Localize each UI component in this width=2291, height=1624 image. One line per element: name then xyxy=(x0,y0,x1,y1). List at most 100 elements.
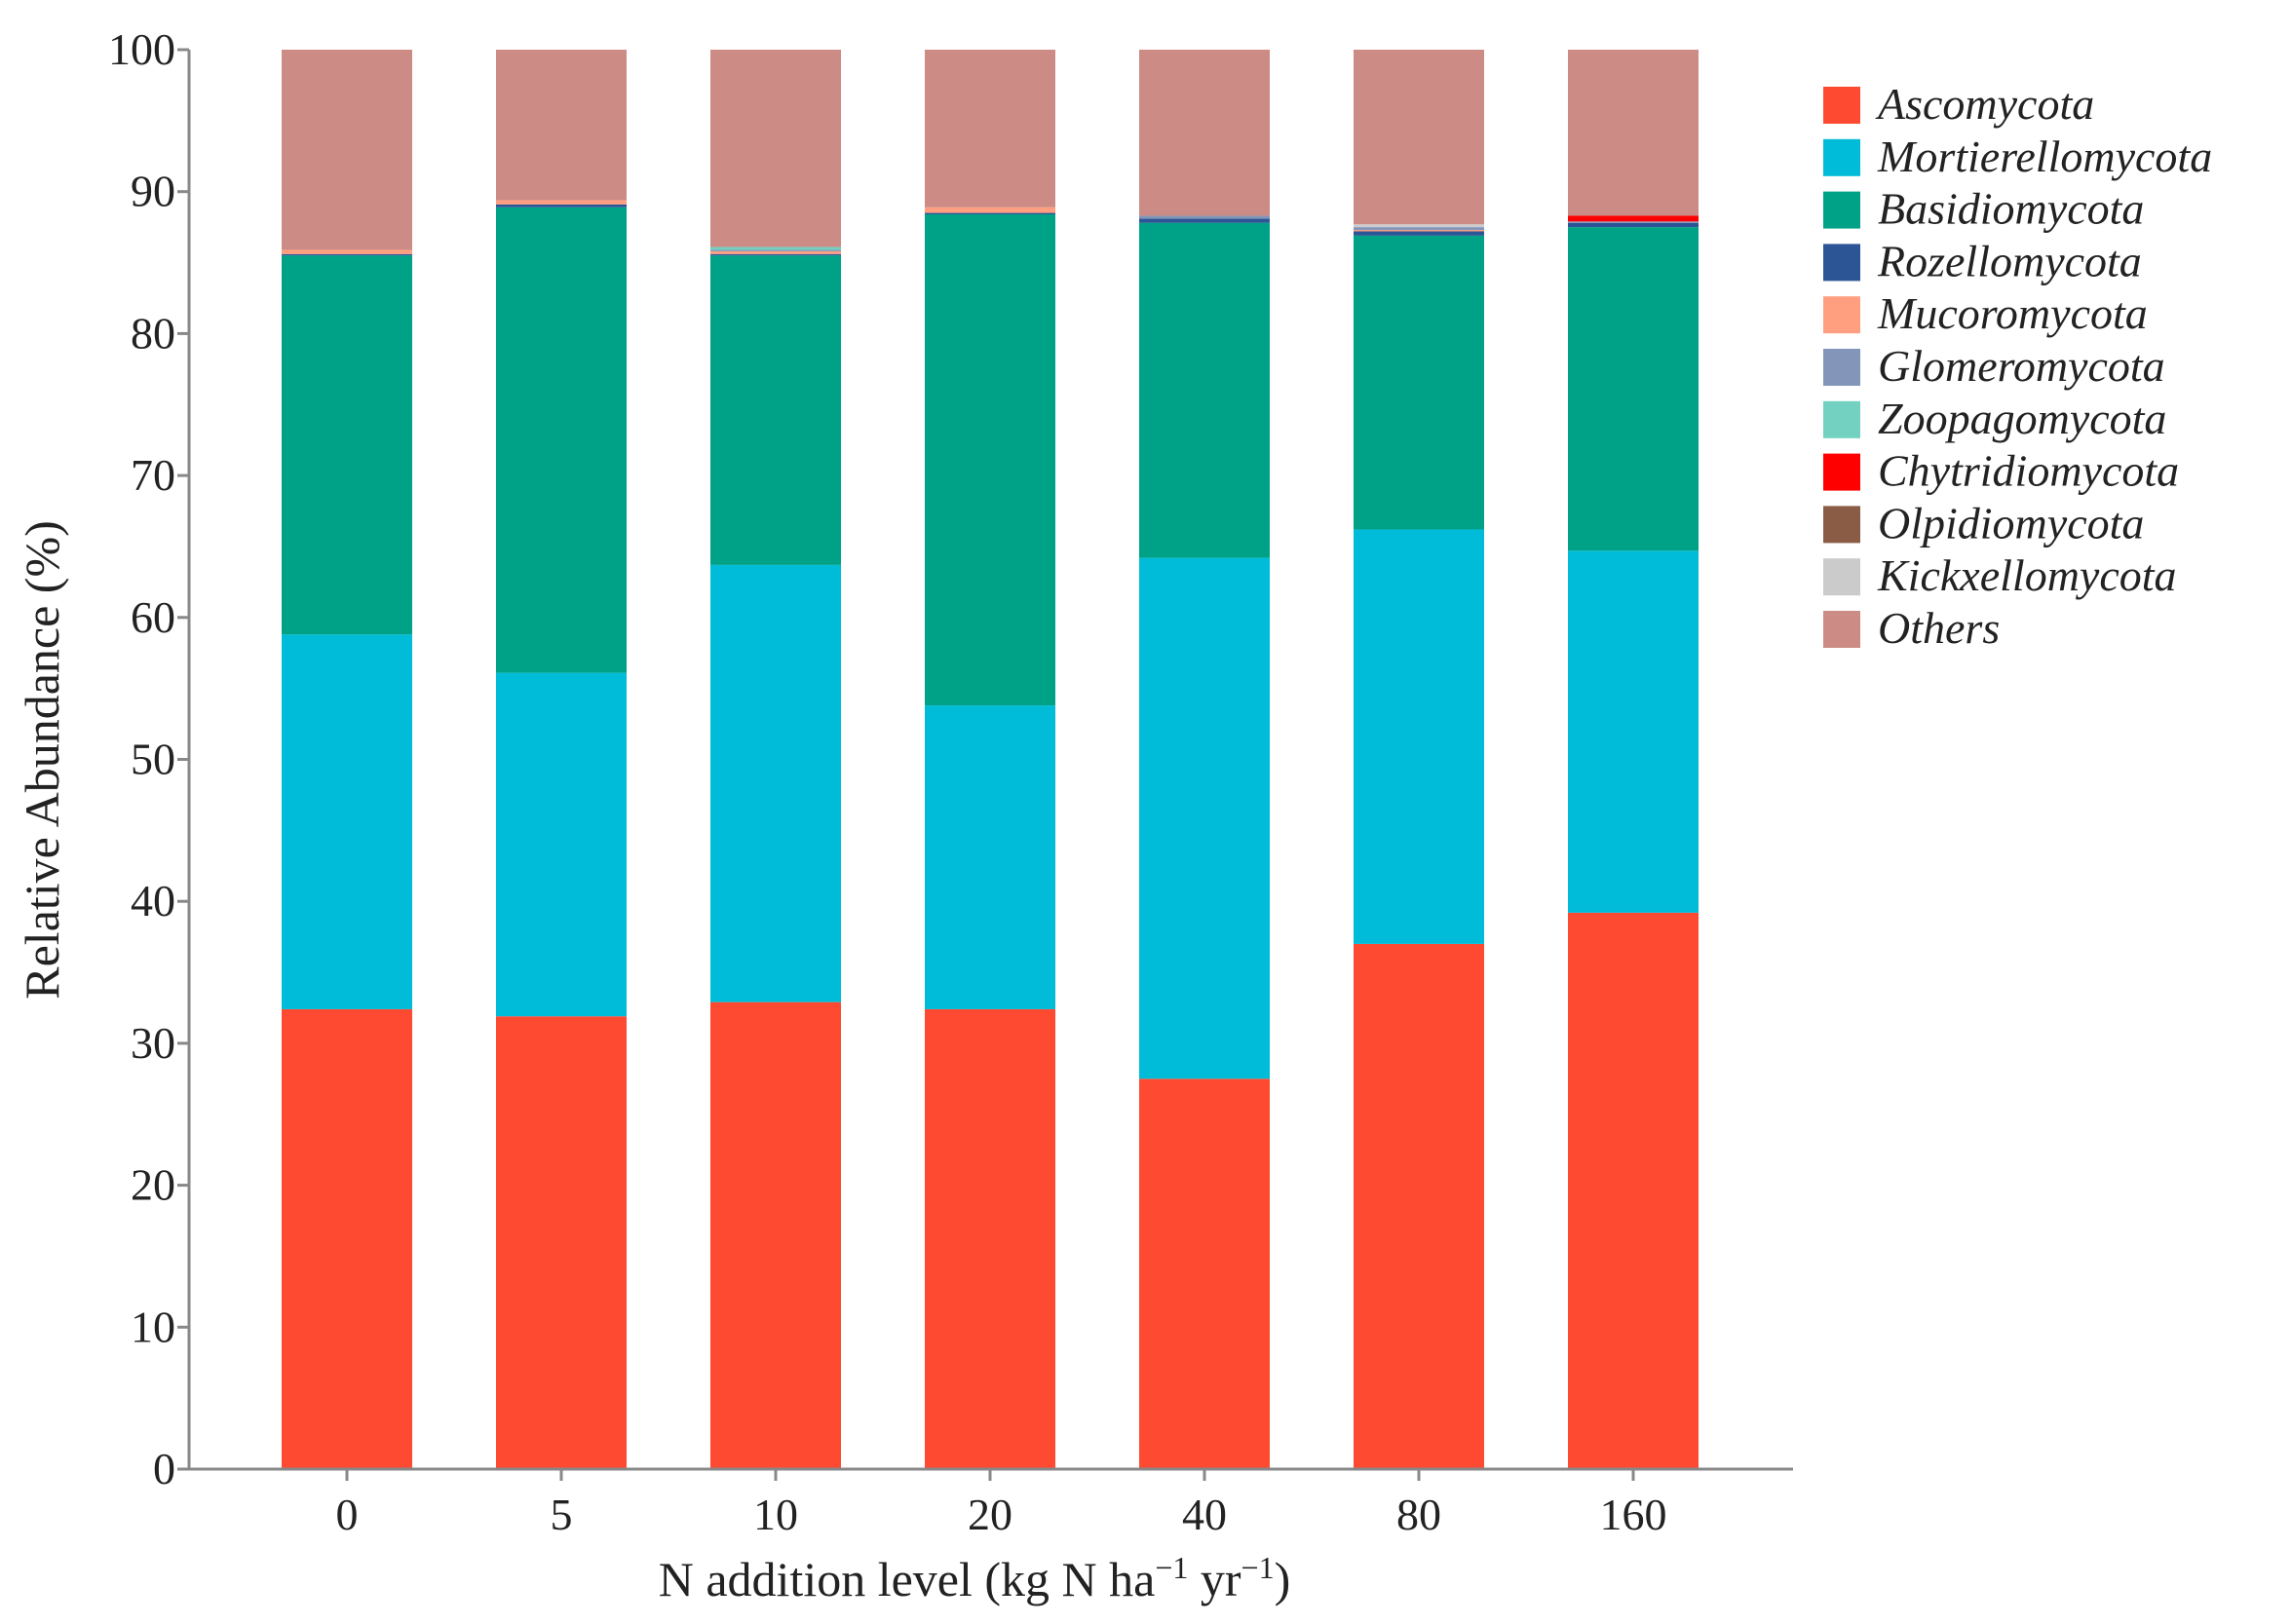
bar-basidiomycota-5 xyxy=(496,207,627,673)
legend-item-rozellomycota: Rozellomycota xyxy=(1823,236,2142,285)
y-tick-label-70: 70 xyxy=(131,450,175,500)
bar-ascomycota-40 xyxy=(1139,1078,1270,1469)
legend-label-rozellomycota: Rozellomycota xyxy=(1877,236,2142,285)
y-axis-title: Relative Abundance (%) xyxy=(15,520,69,999)
bar-basidiomycota-0 xyxy=(282,255,412,635)
y-tick-label-10: 10 xyxy=(131,1302,175,1351)
bar-kickxellomycota-80 xyxy=(1354,224,1484,228)
legend-swatch-mucoromycota xyxy=(1823,296,1860,334)
legend-label-basidiomycota: Basidiomycota xyxy=(1878,184,2144,234)
bar-mortierellomycota-40 xyxy=(1139,557,1270,1079)
bar-mucoromycota-5 xyxy=(496,200,627,205)
legend-label-ascomycota: Ascomycota xyxy=(1875,79,2094,129)
y-tick-label-80: 80 xyxy=(131,308,175,358)
bar-mortierellomycota-20 xyxy=(925,705,1055,1009)
legend-label-chytridiomycota: Chytridiomycota xyxy=(1878,446,2179,496)
legend-item-mortierellomycota: Mortierellomycota xyxy=(1823,132,2212,181)
x-axis-title: N addition level (kg N ha−1 yr−1) xyxy=(659,1550,1291,1606)
legend-swatch-chytridiomycota xyxy=(1823,453,1860,491)
bar-stack-5 xyxy=(496,50,627,1469)
bar-stack-10 xyxy=(710,50,841,1469)
legend-label-olpidiomycota: Olpidiomycota xyxy=(1878,498,2144,548)
legend-item-others: Others xyxy=(1823,603,2000,653)
bar-others-5 xyxy=(496,50,627,201)
bar-ascomycota-80 xyxy=(1354,943,1484,1469)
bar-glomeromycota-40 xyxy=(1139,215,1270,219)
bar-zoopagomycota-10 xyxy=(710,246,841,250)
bar-mortierellomycota-10 xyxy=(710,564,841,1002)
bar-mucoromycota-0 xyxy=(282,249,412,254)
legend-label-others: Others xyxy=(1878,603,2000,653)
legend-item-chytridiomycota: Chytridiomycota xyxy=(1823,446,2179,496)
x-tick-label-0: 0 xyxy=(336,1490,359,1539)
x-axis-title-mid: yr xyxy=(1188,1552,1241,1606)
x-axis-title-sup1: −1 xyxy=(1155,1550,1188,1585)
x-tick-label-40: 40 xyxy=(1182,1490,1227,1539)
bar-basidiomycota-160 xyxy=(1568,227,1699,551)
bar-mucoromycota-80 xyxy=(1354,230,1484,232)
bar-others-10 xyxy=(710,50,841,247)
legend-label-mucoromycota: Mucoromycota xyxy=(1877,288,2148,338)
legend-item-mucoromycota: Mucoromycota xyxy=(1823,288,2148,338)
axes-layer: 0 10 20 30 40 50 60 70 80 90 100 0 5 10 20 40 80 160 xyxy=(108,24,1793,1539)
bar-basidiomycota-40 xyxy=(1139,222,1270,558)
legend-swatch-others xyxy=(1823,611,1860,648)
legend-swatch-glomeromycota xyxy=(1823,349,1860,386)
bar-ascomycota-20 xyxy=(925,1008,1055,1469)
x-tick-label-160: 160 xyxy=(1600,1490,1667,1539)
bar-ascomycota-160 xyxy=(1568,912,1699,1469)
legend-label-kickxellomycota: Kickxellomycota xyxy=(1877,550,2177,600)
x-axis-title-sup2: −1 xyxy=(1241,1550,1275,1585)
x-tick-label-20: 20 xyxy=(968,1490,1012,1539)
bar-stack-160 xyxy=(1568,50,1699,1469)
legend-item-basidiomycota: Basidiomycota xyxy=(1823,184,2144,234)
bar-others-160 xyxy=(1568,50,1699,216)
bar-rozellomycota-20 xyxy=(925,212,1055,215)
legend-swatch-olpidiomycota xyxy=(1823,506,1860,544)
x-axis-title-end: ) xyxy=(1275,1552,1291,1606)
bar-basidiomycota-10 xyxy=(710,255,841,565)
y-tick-label-20: 20 xyxy=(131,1160,175,1210)
bar-glomeromycota-160 xyxy=(1568,221,1699,223)
legend-swatch-zoopagomycota xyxy=(1823,400,1860,438)
bar-rozellomycota-160 xyxy=(1568,222,1699,228)
legend-swatch-kickxellomycota xyxy=(1823,558,1860,596)
x-axis-title-main: N addition level (kg N ha xyxy=(659,1552,1156,1606)
bar-rozellomycota-40 xyxy=(1139,218,1270,223)
y-tick-label-50: 50 xyxy=(131,735,175,784)
bar-ascomycota-10 xyxy=(710,1001,841,1469)
legend-swatch-ascomycota xyxy=(1823,87,1860,124)
bar-ascomycota-5 xyxy=(496,1016,627,1469)
y-tick-label-90: 90 xyxy=(131,167,175,216)
bar-glomeromycota-80 xyxy=(1354,227,1484,231)
bar-mortierellomycota-160 xyxy=(1568,550,1699,913)
bar-others-80 xyxy=(1354,50,1484,225)
x-tick-label-5: 5 xyxy=(551,1490,573,1539)
y-tick-label-60: 60 xyxy=(131,592,175,642)
legend-label-mortierellomycota: Mortierellomycota xyxy=(1877,132,2212,181)
legend-item-olpidiomycota: Olpidiomycota xyxy=(1823,498,2144,548)
bar-chytridiomycota-160 xyxy=(1568,215,1699,222)
legend-swatch-basidiomycota xyxy=(1823,191,1860,229)
bar-mortierellomycota-80 xyxy=(1354,529,1484,944)
legend: AscomycotaMortierellomycotaBasidiomycota… xyxy=(1823,79,2212,653)
bars-layer xyxy=(282,50,1699,1469)
bar-stack-0 xyxy=(282,50,412,1469)
bar-rozellomycota-80 xyxy=(1354,231,1484,236)
y-tick-label-0: 0 xyxy=(153,1444,175,1493)
bar-others-20 xyxy=(925,50,1055,208)
bar-others-0 xyxy=(282,50,412,250)
legend-item-glomeromycota: Glomeromycota xyxy=(1823,341,2165,391)
legend-item-kickxellomycota: Kickxellomycota xyxy=(1823,550,2177,600)
y-ticks: 0 10 20 30 40 50 60 70 80 90 100 xyxy=(108,24,189,1493)
bar-rozellomycota-10 xyxy=(710,253,841,256)
bar-mortierellomycota-0 xyxy=(282,634,412,1009)
y-tick-label-100: 100 xyxy=(108,24,175,74)
y-tick-label-40: 40 xyxy=(131,876,175,925)
x-tick-label-80: 80 xyxy=(1396,1490,1441,1539)
bar-mucoromycota-20 xyxy=(925,207,1055,213)
legend-swatch-rozellomycota xyxy=(1823,244,1860,282)
bar-rozellomycota-0 xyxy=(282,253,412,256)
bar-stack-20 xyxy=(925,50,1055,1469)
bar-basidiomycota-80 xyxy=(1354,235,1484,530)
